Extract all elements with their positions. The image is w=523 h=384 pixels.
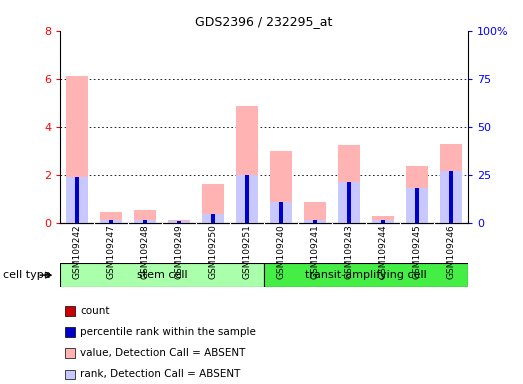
Bar [211, 214, 215, 223]
Bar [270, 151, 292, 223]
Text: GSM109240: GSM109240 [277, 224, 286, 279]
Text: GSM109245: GSM109245 [413, 224, 422, 279]
Bar [245, 175, 249, 223]
Text: GSM109241: GSM109241 [311, 224, 320, 279]
Text: GSM109249: GSM109249 [175, 224, 184, 279]
Bar [75, 221, 79, 223]
Text: GSM109250: GSM109250 [209, 224, 218, 279]
Bar [381, 220, 385, 223]
Text: GSM109246: GSM109246 [447, 224, 456, 279]
Bar [168, 221, 190, 223]
Text: transit-amplifying cell: transit-amplifying cell [305, 270, 427, 280]
Bar [372, 215, 394, 223]
Text: GSM109243: GSM109243 [345, 224, 354, 279]
Bar [109, 220, 113, 223]
Bar [449, 171, 453, 223]
Bar [168, 220, 190, 223]
Bar [236, 106, 258, 223]
Bar [347, 182, 351, 223]
Text: GSM109248: GSM109248 [141, 224, 150, 279]
Text: GSM109244: GSM109244 [379, 224, 388, 278]
Text: percentile rank within the sample: percentile rank within the sample [80, 327, 256, 337]
Bar [202, 214, 224, 223]
Text: GDS2396 / 232295_at: GDS2396 / 232295_at [196, 15, 333, 28]
Bar [66, 177, 88, 223]
Bar [304, 202, 326, 223]
Text: cell type: cell type [3, 270, 50, 280]
Bar [279, 202, 283, 223]
Bar [134, 210, 156, 223]
Bar [338, 145, 360, 223]
Bar [177, 221, 181, 223]
Bar [245, 221, 249, 223]
Bar [406, 188, 428, 223]
Bar [134, 220, 156, 223]
Bar [313, 220, 317, 223]
Bar [415, 188, 419, 223]
Bar [270, 202, 292, 223]
Text: GSM109242: GSM109242 [73, 224, 82, 278]
Bar [279, 221, 283, 223]
Text: stem cell: stem cell [137, 270, 187, 280]
Bar [75, 177, 79, 223]
Bar [440, 144, 462, 223]
Bar [236, 175, 258, 223]
Bar [406, 166, 428, 223]
Bar [449, 221, 453, 223]
Text: rank, Detection Call = ABSENT: rank, Detection Call = ABSENT [80, 369, 241, 379]
Text: value, Detection Call = ABSENT: value, Detection Call = ABSENT [80, 348, 245, 358]
Text: GSM109247: GSM109247 [107, 224, 116, 279]
Bar [304, 220, 326, 223]
Bar [100, 220, 122, 223]
Bar [264, 263, 468, 287]
Bar [100, 212, 122, 223]
Text: GSM109251: GSM109251 [243, 224, 252, 279]
Bar [338, 182, 360, 223]
Bar [60, 263, 264, 287]
Text: count: count [80, 306, 109, 316]
Bar [66, 76, 88, 223]
Bar [313, 222, 317, 223]
Bar [143, 220, 147, 223]
Bar [347, 221, 351, 223]
Bar [372, 220, 394, 223]
Bar [202, 184, 224, 223]
Bar [440, 171, 462, 223]
